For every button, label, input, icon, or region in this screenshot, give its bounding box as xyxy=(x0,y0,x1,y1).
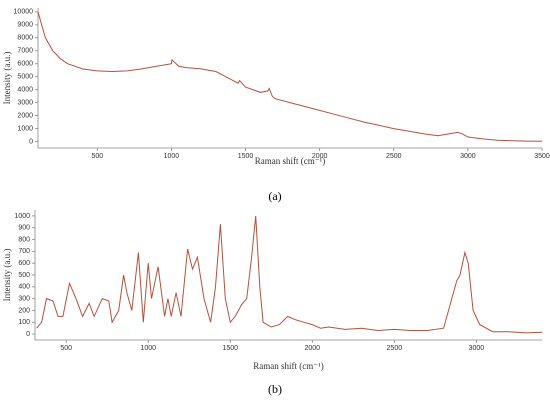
y-tick-label: 700 xyxy=(18,248,30,255)
y-tick-label: 10000 xyxy=(14,9,34,16)
x-axis-label: Raman shift (cm⁻¹) xyxy=(255,156,325,166)
y-axis-label: Intensity (a.u.) xyxy=(2,52,12,105)
x-tick-label: 1500 xyxy=(238,153,254,160)
x-axis-label: Raman shift (cm⁻¹) xyxy=(253,361,323,371)
y-tick-label: 100 xyxy=(18,319,30,326)
x-tick-label: 2000 xyxy=(312,153,328,160)
y-tick-label: 1000 xyxy=(14,213,30,220)
x-tick-label: 3500 xyxy=(534,153,550,160)
x-tick-label: 500 xyxy=(60,345,72,352)
panel-title: (b) xyxy=(268,382,282,396)
y-tick-label: 0 xyxy=(26,331,30,338)
x-tick-label: 2500 xyxy=(386,153,402,160)
y-tick-label: 5000 xyxy=(17,74,33,81)
y-tick-label: 4000 xyxy=(17,87,33,94)
y-tick-label: 9000 xyxy=(17,22,33,29)
x-tick-label: 2000 xyxy=(305,345,321,352)
y-tick-label: 800 xyxy=(18,236,30,243)
spectrum-line xyxy=(36,215,543,334)
x-tick-label: 500 xyxy=(91,153,103,160)
y-tick-label: 600 xyxy=(18,260,30,267)
x-tick-label: 1000 xyxy=(140,345,156,352)
y-tick-label: 7000 xyxy=(17,48,33,55)
x-tick-label: 3000 xyxy=(460,153,476,160)
y-tick-label: 8000 xyxy=(17,35,33,42)
y-axis-label: Intensity (a.u.) xyxy=(2,249,12,302)
panel-title: (a) xyxy=(268,189,281,203)
x-tick-label: 1500 xyxy=(222,345,238,352)
y-tick-label: 400 xyxy=(18,284,30,291)
spectrum-line xyxy=(37,11,543,142)
y-tick-label: 500 xyxy=(18,272,30,279)
x-tick-label: 3000 xyxy=(469,345,485,352)
y-tick-label: 1000 xyxy=(17,125,33,132)
y-tick-label: 0 xyxy=(29,138,33,145)
y-tick-label: 300 xyxy=(18,295,30,302)
y-tick-label: 200 xyxy=(18,307,30,314)
x-tick-label: 1000 xyxy=(164,153,180,160)
y-tick-label: 900 xyxy=(18,225,30,232)
y-tick-label: 3000 xyxy=(17,99,33,106)
y-tick-label: 2000 xyxy=(17,112,33,119)
x-tick-label: 2500 xyxy=(387,345,403,352)
y-tick-label: 6000 xyxy=(17,61,33,68)
